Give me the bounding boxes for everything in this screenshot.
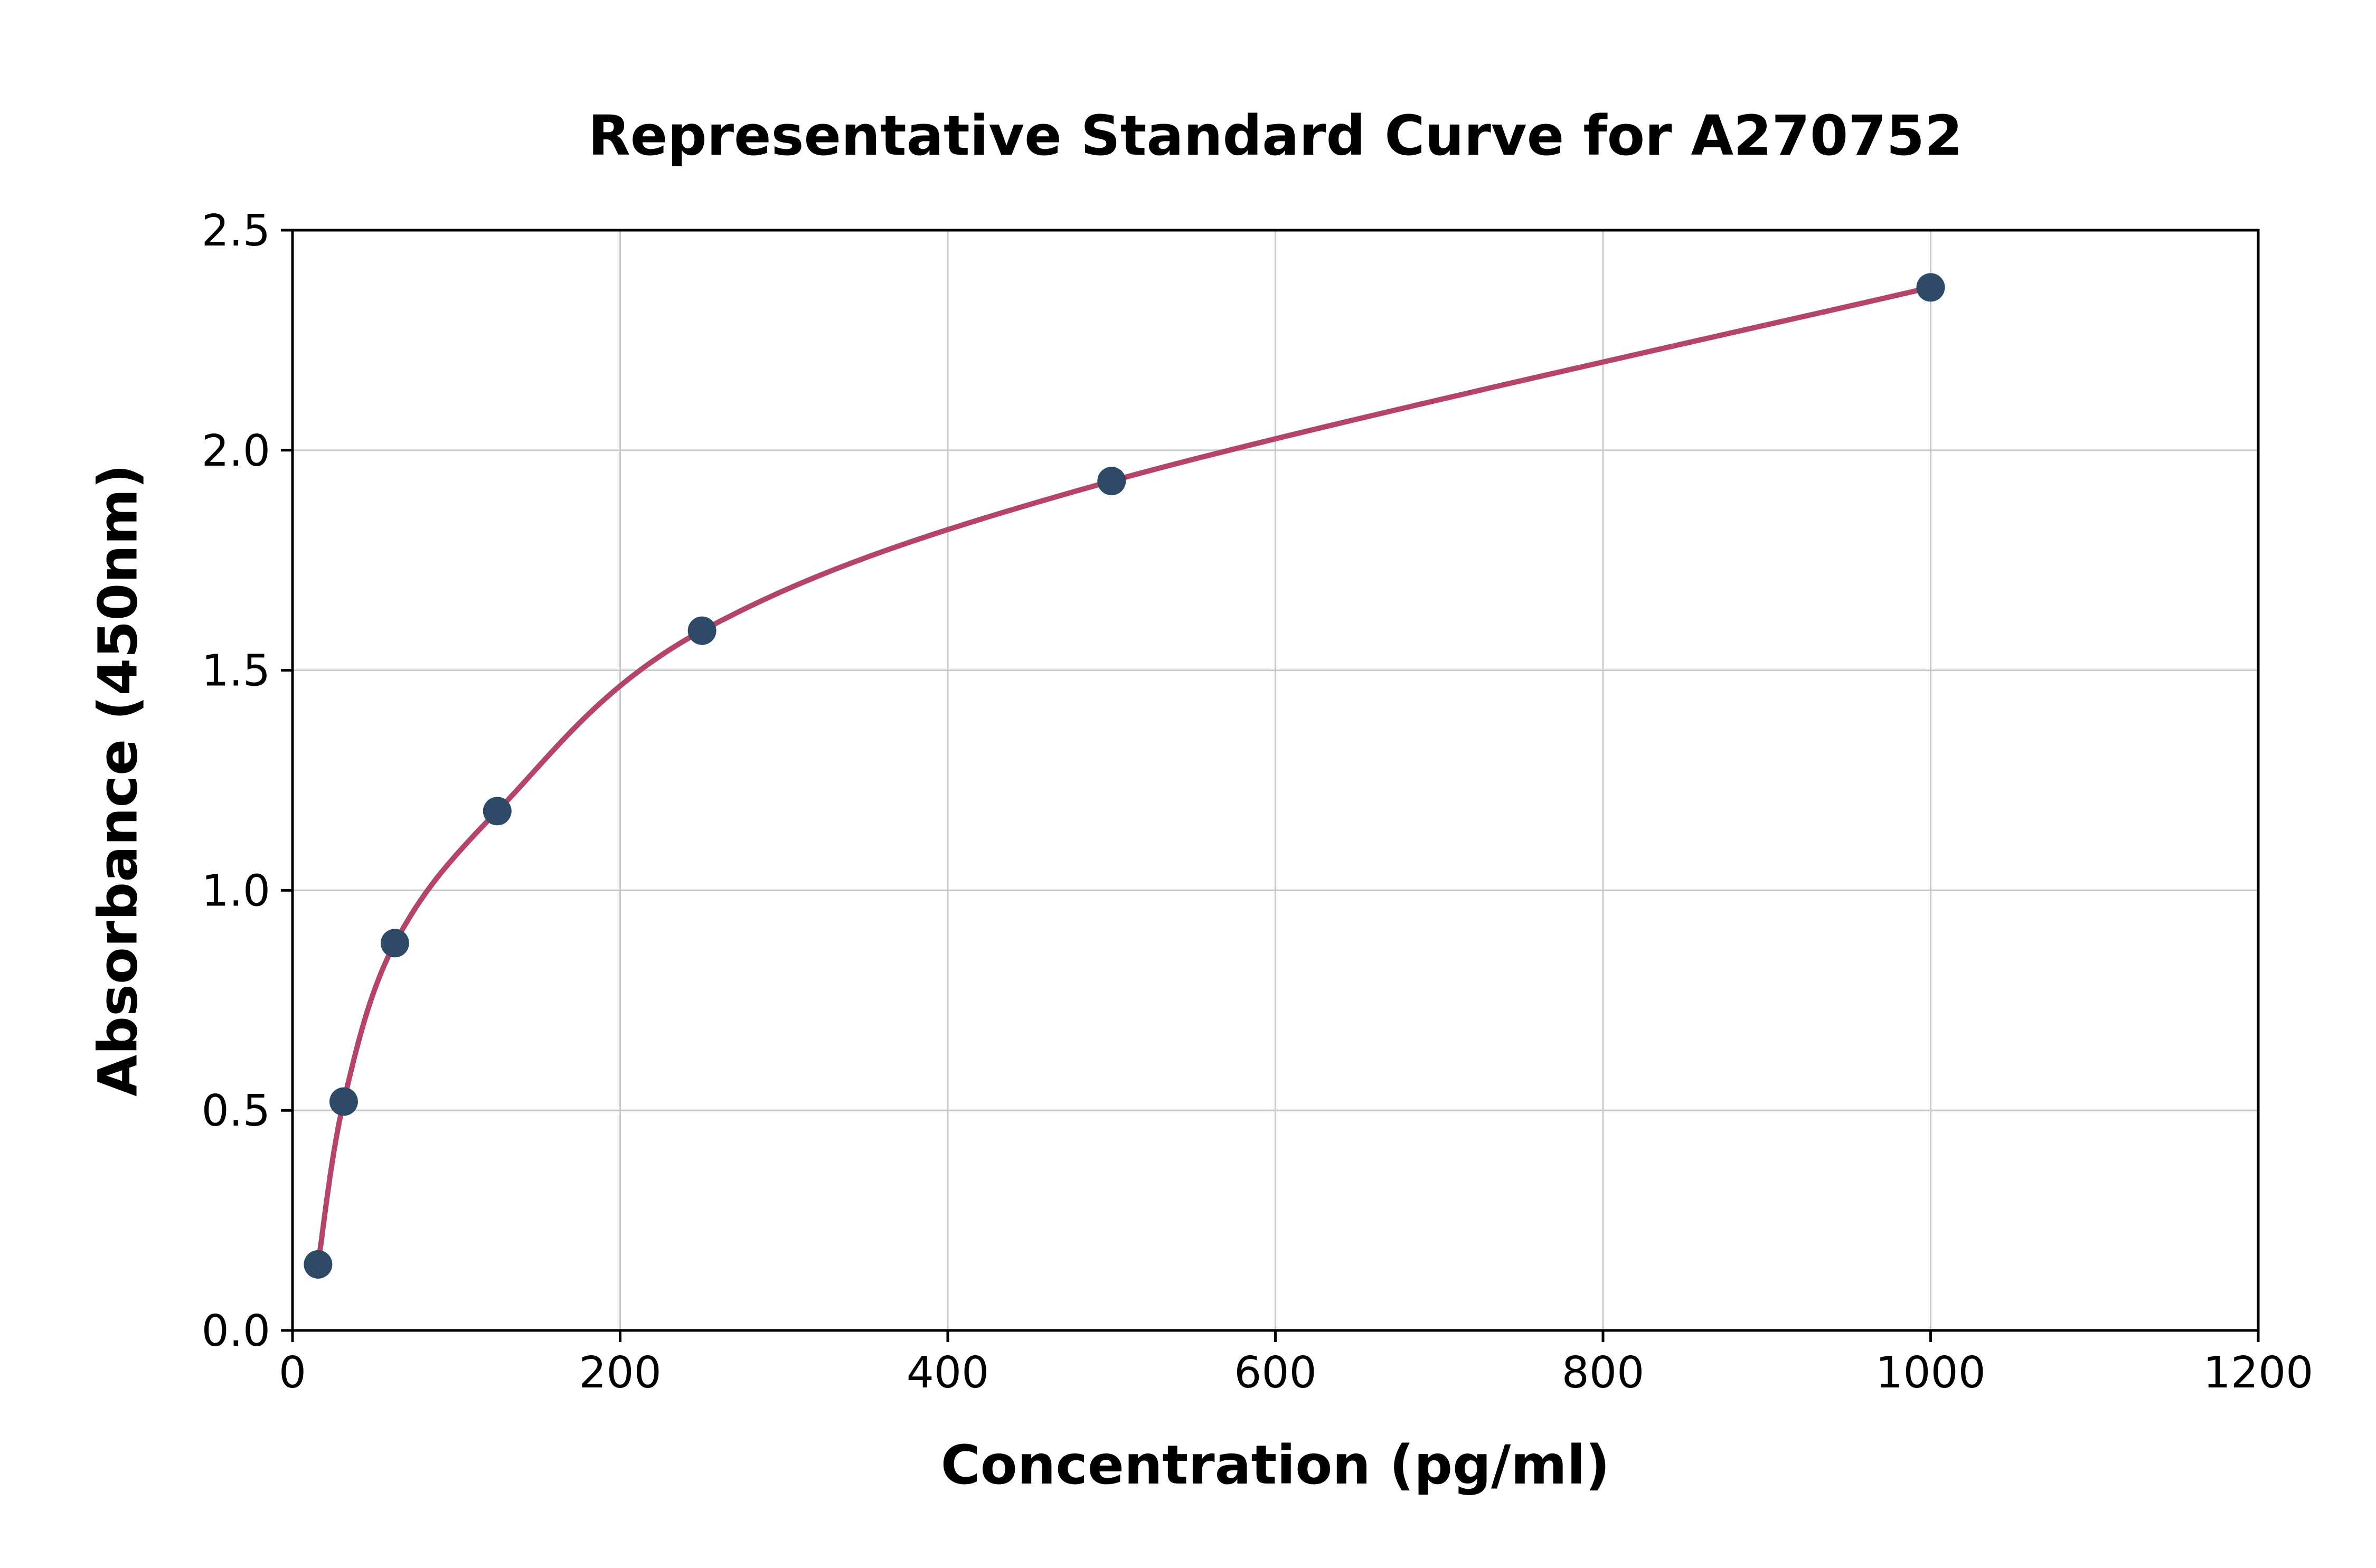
x-tick-label: 1000: [1875, 1348, 1986, 1398]
x-tick-label: 1200: [2203, 1348, 2314, 1398]
data-point: [380, 929, 409, 958]
y-tick-label: 0.0: [202, 1306, 270, 1356]
y-tick-label: 0.5: [202, 1086, 270, 1136]
data-point: [687, 616, 716, 645]
y-tick-label: 2.5: [202, 206, 270, 256]
data-point: [483, 797, 512, 826]
x-tick-label: 200: [579, 1348, 662, 1398]
x-tick-label: 0: [279, 1348, 306, 1398]
data-point: [304, 1250, 333, 1279]
data-point: [329, 1087, 358, 1116]
chart-title: Representative Standard Curve for A27075…: [588, 103, 1963, 168]
y-tick-label: 1.5: [202, 646, 270, 696]
plot-border: [291, 229, 2260, 1332]
y-tick-label: 1.0: [202, 866, 270, 916]
data-point: [1097, 467, 1126, 496]
data-point: [1916, 273, 1945, 302]
y-tick-label: 2.0: [202, 426, 270, 476]
x-axis-label: Concentration (pg/ml): [940, 1434, 1610, 1497]
x-tick-label: 400: [907, 1348, 989, 1398]
x-tick-label: 600: [1234, 1348, 1317, 1398]
x-tick-label: 800: [1562, 1348, 1645, 1398]
fit-curve: [315, 285, 1934, 1267]
